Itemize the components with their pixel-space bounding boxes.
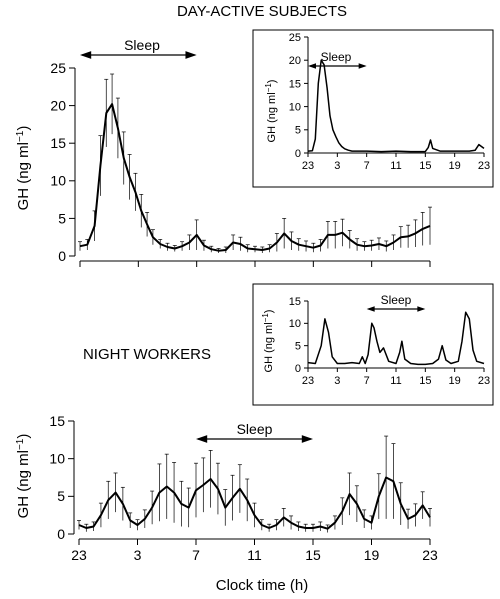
day-main-y-tick-label: 25 [50, 60, 66, 76]
day-inset-sleep-arrow-left-head [308, 63, 316, 69]
day-inset-x-tick-label: 23 [302, 160, 314, 172]
day-main-y-tick-label: 20 [50, 98, 66, 114]
night-ylabel-sup: −1 [15, 438, 26, 450]
day-main-sleep-arrow-right-head [185, 51, 197, 59]
night-ylabel-text: GH (ng ml [15, 450, 32, 518]
day-main-y-tick-label: 0 [58, 248, 66, 264]
night-main-x-tick-label: 11 [247, 547, 262, 563]
night-inset-ylabel: GH (ng ml−1) [261, 310, 275, 373]
night-inset-x-tick-label: 19 [449, 375, 461, 387]
day-main-y-tick-label: 15 [50, 135, 66, 151]
night-inset-x-tick-label: 23 [302, 375, 314, 387]
night-workers-inset-chart: 0 5 10 15 23 3 7 11 15 19 23 Sleep [289, 293, 490, 387]
night-inset-frame [252, 283, 494, 406]
day-ylabel-close: ) [15, 126, 32, 131]
day-inset-y-tick-label: 25 [289, 32, 301, 44]
night-main-y-tick-label: 0 [57, 526, 65, 542]
day-inset-sleep-label: Sleep [321, 50, 352, 64]
day-main-sleep-label: Sleep [124, 37, 160, 53]
day-inset-ylabel-close: ) [266, 80, 278, 84]
day-ylabel-text: GH (ng ml [15, 142, 32, 210]
night-main-sleep-arrow-right-head [301, 435, 313, 443]
day-active-chart: 0 5 10 15 20 25 Sleep [50, 37, 432, 267]
night-main-gh-line [78, 476, 431, 530]
night-ylabel-close: ) [15, 434, 32, 439]
night-inset-x-tick-label: 11 [390, 375, 401, 387]
night-main-x-tick-label: 19 [364, 547, 380, 563]
day-inset-ylabel-text: GH (ng ml [266, 92, 278, 142]
day-inset-x-tick-label: 7 [364, 160, 370, 172]
night-main-sleep-arrow-left-head [196, 435, 208, 443]
night-main-y-tick-label: 5 [57, 488, 65, 504]
day-ylabel: GH (ng ml−1) [15, 126, 32, 211]
night-group-label: NIGHT WORKERS [83, 346, 211, 363]
night-main-y-tick-label: 10 [49, 451, 65, 467]
night-xlabel: Clock time (h) [216, 577, 309, 594]
night-main-y-tick-label: 15 [49, 413, 65, 429]
night-main-x-tick-label: 3 [134, 547, 142, 563]
night-inset-sleep-label: Sleep [381, 293, 412, 307]
night-inset-x-tick-label: 23 [478, 375, 490, 387]
night-ylabel: GH (ng ml−1) [15, 434, 32, 519]
night-inset-y-tick-label: 5 [295, 341, 301, 353]
day-active-inset-chart: 0 5 10 15 20 25 23 3 7 11 15 19 23 Sleep [289, 32, 490, 172]
day-inset-x-tick-label: 15 [419, 160, 431, 172]
day-inset-y-tick-label: 5 [295, 125, 301, 137]
night-workers-chart: 0 5 10 15 23 3 7 11 15 19 23 Sleep [49, 413, 438, 563]
day-inset-y-tick-label: 0 [295, 148, 301, 160]
day-main-y-tick-label: 10 [50, 173, 66, 189]
night-inset-y-tick-label: 10 [289, 318, 301, 330]
day-main-gh-line [79, 103, 431, 252]
day-inset-x-tick-label: 11 [390, 160, 401, 172]
night-inset-sleep-arrow-left-head [366, 306, 375, 312]
night-inset-y-tick-label: 0 [295, 363, 301, 375]
day-main-sleep-arrow-left-head [80, 51, 92, 59]
night-inset-x-tick-label: 15 [419, 375, 431, 387]
night-inset-ylabel-text: GH (ng ml [263, 322, 275, 372]
day-inset-ylabel-sup: −1 [264, 83, 273, 93]
day-inset-x-tick-label: 23 [478, 160, 490, 172]
day-inset-sleep-arrow-right-head [358, 63, 367, 69]
night-main-x-tick-label: 23 [71, 547, 87, 563]
night-inset-y-tick-label: 15 [289, 296, 301, 308]
night-inset-x-tick-label: 7 [364, 375, 370, 387]
day-inset-frame [252, 29, 494, 188]
day-inset-y-tick-label: 10 [289, 101, 301, 113]
day-ylabel-sup: −1 [15, 130, 26, 142]
day-inset-y-tick-label: 15 [289, 78, 301, 90]
night-inset-ylabel-close: ) [263, 310, 275, 314]
night-inset-x-tick-label: 3 [334, 375, 340, 387]
day-title: DAY-ACTIVE SUBJECTS [177, 3, 347, 20]
day-inset-gh-line [307, 59, 485, 153]
day-inset-y-tick-label: 20 [289, 55, 301, 67]
night-inset-sleep-arrow-right-head [417, 306, 426, 312]
night-inset-gh-line [307, 311, 485, 366]
day-inset-x-tick-label: 19 [449, 160, 461, 172]
day-inset-ylabel: GH (ng ml−1) [264, 80, 278, 143]
night-main-x-tick-label: 15 [305, 547, 321, 563]
night-main-sleep-label: Sleep [237, 421, 273, 437]
day-inset-x-tick-label: 3 [334, 160, 340, 172]
day-main-y-tick-label: 5 [58, 210, 66, 226]
night-main-x-tick-label: 23 [422, 547, 438, 563]
night-inset-ylabel-sup: −1 [261, 313, 270, 323]
night-main-x-tick-label: 7 [192, 547, 200, 563]
